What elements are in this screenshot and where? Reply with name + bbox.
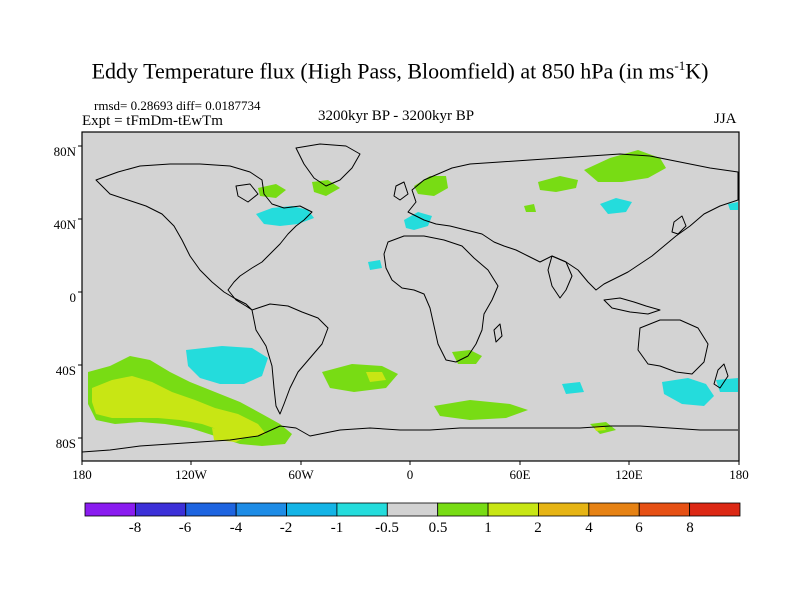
southern-ocean-green-band — [434, 400, 528, 420]
coast-north-america — [95, 163, 313, 311]
coast-antarctica — [82, 425, 738, 453]
coastlines — [82, 143, 739, 453]
coast-madagascar — [493, 323, 503, 343]
coast-australia — [637, 319, 709, 375]
rmsd-stats: rmsd= 0.28693 diff= 0.0187734 — [94, 98, 261, 113]
colorbar-label-m1: -1 — [331, 520, 344, 536]
atlantic-cyan-spot — [368, 260, 382, 270]
coast-south-america — [251, 303, 329, 415]
colorbar — [84, 502, 741, 517]
period-label: 3200kyr BP - 3200kyr BP — [318, 108, 475, 124]
lon-label-120w: 120W — [175, 467, 208, 482]
south-indian-cyan-spot — [562, 382, 584, 394]
coast-greenland — [295, 143, 361, 187]
latitude-labels: 80N 40N 0 40S 80S — [54, 144, 77, 451]
colorbar-swatch — [84, 502, 136, 517]
australia-cyan-region — [662, 378, 714, 406]
lat-label-40n: 40N — [54, 217, 77, 232]
anomaly-shading — [88, 150, 738, 446]
colorbar-label-m05: -0.5 — [375, 520, 399, 536]
colorbar-swatch — [386, 502, 439, 517]
colorbar-swatch — [689, 502, 741, 517]
east-pacific-cyan-band — [716, 378, 738, 392]
lon-label-0: 0 — [407, 467, 414, 482]
coast-uk — [393, 181, 409, 201]
pacific-cyan-region — [186, 346, 268, 384]
map-frame — [78, 131, 740, 465]
coast-africa — [383, 235, 499, 363]
colorbar-label-p1: 1 — [484, 520, 492, 536]
colorbar-swatch — [588, 502, 640, 517]
colorbar-label-m4: -4 — [230, 520, 243, 536]
season-label: JJA — [714, 111, 737, 127]
colorbar-swatch — [437, 502, 489, 517]
coast-indonesia — [603, 297, 661, 315]
lon-label-60w: 60W — [288, 467, 314, 482]
colorbar-swatch — [336, 502, 388, 517]
south-atlantic-green-band — [322, 364, 398, 392]
siberia-green-region — [538, 176, 578, 192]
colorbar-swatch — [134, 502, 187, 517]
colorbar-swatch — [638, 502, 691, 517]
colorbar-label-m6: -6 — [179, 520, 192, 536]
colorbar-label-m2: -2 — [280, 520, 293, 536]
coast-japan — [671, 215, 687, 235]
africa-green-spot — [524, 204, 536, 212]
pacific-nw-cyan-spot — [728, 202, 738, 210]
siberia-green-large — [584, 150, 666, 182]
europe-cyan-region — [404, 212, 432, 230]
experiment-label: Expt = tFmDm-tEwTm — [82, 113, 223, 129]
coast-indian-subcontinent — [547, 255, 573, 299]
coast-hudson-bay — [235, 183, 259, 203]
colorbar-label-p4: 4 — [585, 520, 593, 536]
colorbar-swatch — [487, 502, 539, 517]
lon-label-180w: 180 — [72, 467, 92, 482]
lon-label-120e: 120E — [615, 467, 643, 482]
lon-label-60e: 60E — [510, 467, 531, 482]
colorbar-swatch — [538, 502, 590, 517]
lat-label-80n: 80N — [54, 144, 77, 159]
plot-title: Eddy Temperature flux (High Pass, Bloomf… — [91, 58, 709, 84]
lat-label-40s: 40S — [56, 363, 76, 378]
longitude-labels: 180 120W 60W 0 60E 120E 180 — [72, 467, 749, 482]
coast-eurasia — [407, 153, 739, 291]
asia-cyan-region — [600, 198, 632, 214]
coast-new-zealand — [713, 363, 729, 389]
greenland-green-region — [312, 180, 340, 196]
lat-label-80s: 80S — [56, 436, 76, 451]
colorbar-swatch — [235, 502, 287, 517]
atlantic-cyan-band — [256, 206, 314, 226]
south-atlantic-yellow-spot — [366, 372, 386, 382]
south-pacific-yellow-region — [92, 376, 266, 438]
colorbar-labels: -8 -6 -4 -2 -1 -0.5 0.5 1 2 4 6 8 — [129, 520, 694, 536]
colorbar-label-m8: -8 — [129, 520, 142, 536]
colorbar-swatch — [286, 502, 338, 517]
colorbar-swatch — [185, 502, 237, 517]
colorbar-label-p05: 0.5 — [429, 520, 448, 536]
lat-label-0: 0 — [70, 290, 77, 305]
colorbar-label-p8: 8 — [686, 520, 694, 536]
colorbar-label-p6: 6 — [635, 520, 643, 536]
colorbar-label-p2: 2 — [534, 520, 542, 536]
lon-label-180e: 180 — [729, 467, 749, 482]
